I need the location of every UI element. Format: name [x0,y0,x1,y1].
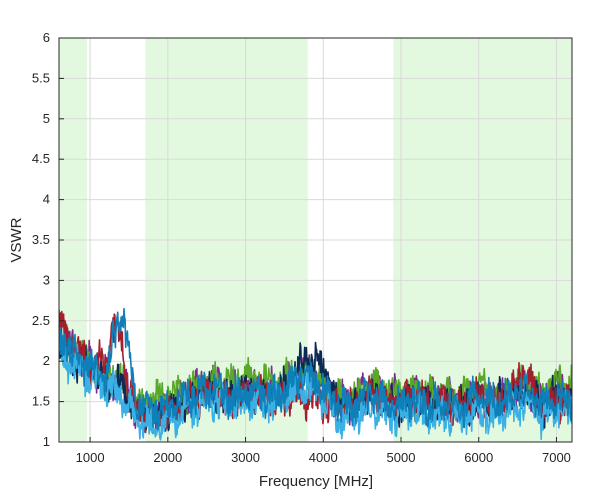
y-tick-label: 1.5 [32,394,50,409]
x-tick-label: 5000 [387,450,416,465]
y-tick-label: 5.5 [32,70,50,85]
x-axis-ticks: 1000 2000 3000 4000 5000 6000 7000 [76,437,571,465]
x-tick-label: 3000 [231,450,260,465]
y-axis-ticks: 1 1.5 2 2.5 3 3.5 4 4.5 5 5.5 6 [32,30,64,449]
x-tick-label: 1000 [76,450,105,465]
y-tick-label: 2 [43,353,50,368]
series-group [59,307,572,441]
y-tick-label: 1 [43,434,50,449]
y-tick-label: 4.5 [32,151,50,166]
y-tick-label: 5 [43,111,50,126]
x-tick-label: 6000 [464,450,493,465]
x-axis-label: Frequency [MHz] [259,473,373,490]
grid-lines [59,37,572,443]
y-tick-label: 3 [43,272,50,287]
series-line-5 [59,307,572,431]
y-axis-label: VSWR [8,217,25,262]
y-tick-label: 3.5 [32,232,50,247]
y-tick-label: 6 [43,30,50,45]
y-tick-label: 4 [43,192,50,207]
x-tick-label: 4000 [309,450,338,465]
y-tick-label: 2.5 [32,313,50,328]
x-tick-label: 2000 [153,450,182,465]
x-tick-label: 7000 [542,450,571,465]
